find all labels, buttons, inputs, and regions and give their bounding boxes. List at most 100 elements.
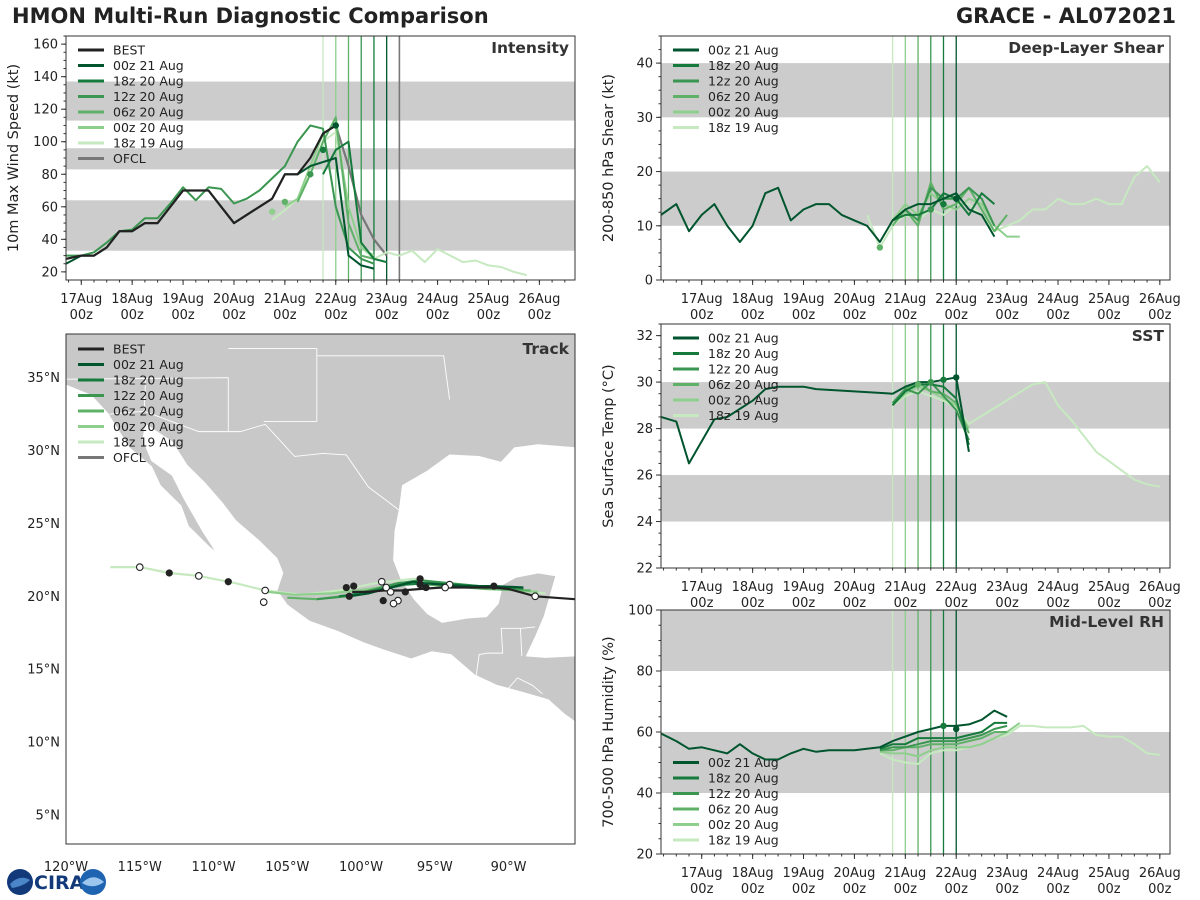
x-tick-label-hour: 00z: [995, 596, 1019, 611]
track-marker-open: [261, 586, 270, 595]
legend-label: OFCL: [113, 151, 146, 166]
y-tick-label: 20: [636, 165, 653, 180]
y-axis-label: 10m Max Wind Speed (kt): [6, 64, 22, 252]
track-marker-open: [441, 583, 450, 592]
x-tick-label-day: 19Aug: [783, 580, 825, 595]
lon-label: 110°W: [191, 860, 235, 875]
x-tick-label-day: 25Aug: [1088, 580, 1130, 595]
legend-label: 00z 20 Aug: [708, 393, 779, 408]
x-tick-label-day: 19Aug: [783, 292, 825, 307]
lat-label: 10°N: [27, 736, 60, 751]
x-tick-label-hour: 00z: [120, 308, 144, 323]
legend-label: 12z 20 Aug: [113, 388, 184, 403]
threshold-band: [661, 475, 1170, 522]
x-tick-label-day: 26Aug: [518, 292, 560, 307]
legend-label: 18z 19 Aug: [708, 408, 779, 423]
x-tick-label-hour: 00z: [1097, 308, 1121, 323]
x-tick-label-hour: 00z: [690, 596, 714, 611]
x-tick-label-day: 26Aug: [1139, 292, 1181, 307]
panel-track: 5°N 10°N 15°N 20°N 25°N 30°N 35°N 120°W 115°W 110…: [27, 333, 576, 875]
panel-intensity: 20 40 60 80 100 120 140 160 10m Max Wind Speed (…: [6, 35, 576, 323]
x-tick-label-day: 25Aug: [468, 292, 510, 307]
political-border: [228, 348, 318, 422]
x-tick-label-day: 18Aug: [732, 866, 774, 881]
legend-label: 00z 21 Aug: [113, 58, 184, 73]
series-marker: [281, 198, 289, 206]
x-tick-label-hour: 00z: [741, 882, 765, 897]
storm-title: GRACE - AL072021: [955, 4, 1176, 28]
y-axis-label: 200-850 hPa Shear (kt): [601, 74, 617, 242]
threshold-band: [661, 171, 1170, 226]
political-border: [475, 626, 536, 677]
panel-title: Deep-Layer Shear: [1008, 39, 1164, 57]
x-tick-label-hour: 00z: [375, 308, 399, 323]
series-line-00z-20-aug: [879, 722, 1021, 758]
y-tick-label: 40: [41, 233, 58, 248]
x-tick-label-hour: 00z: [945, 882, 969, 897]
y-tick-label: 30: [636, 376, 653, 391]
series-marker: [332, 122, 339, 129]
lat-label: 30°N: [27, 444, 60, 459]
legend-label: OFCL: [113, 450, 146, 465]
x-tick-label-day: 26Aug: [1139, 866, 1181, 881]
track-marker-open: [389, 599, 398, 608]
series-line-00z-20-aug: [891, 192, 1020, 238]
threshold-band: [66, 200, 575, 251]
y-tick-label: 100: [628, 604, 653, 619]
lon-label: 120°W: [44, 860, 88, 875]
series-marker: [940, 376, 947, 383]
political-border: [508, 677, 543, 695]
legend-label: 00z 21 Aug: [113, 357, 184, 372]
series-line-18z-20-aug: [879, 721, 1008, 750]
x-tick-label-hour: 00z: [1046, 882, 1070, 897]
legend-label: 06z 20 Aug: [113, 105, 184, 120]
series-marker: [876, 244, 884, 251]
legend-label: 18z 20 Aug: [113, 74, 184, 89]
legend-label: 18z 20 Aug: [113, 373, 184, 388]
x-tick-label-hour: 00z: [171, 308, 195, 323]
x-tick-label-hour: 00z: [945, 308, 969, 323]
legend-label: 00z 21 Aug: [708, 43, 779, 58]
series-marker: [319, 146, 327, 154]
x-tick-label-day: 23Aug: [986, 292, 1028, 307]
x-tick-label-hour: 00z: [222, 308, 246, 323]
series-line-18z-19-aug: [879, 724, 1160, 765]
lat-label: 35°N: [27, 371, 60, 386]
x-tick-label-day: 21Aug: [884, 292, 926, 307]
x-tick-label-hour: 00z: [995, 308, 1019, 323]
panel-title: Track: [523, 340, 570, 358]
legend-label: 12z 20 Aug: [708, 362, 779, 377]
y-tick-label: 140: [33, 70, 58, 85]
series-line-00z-21-aug: [661, 376, 970, 465]
lon-label: 95°W: [417, 860, 453, 875]
track-marker-filled: [379, 597, 387, 605]
x-tick-label-day: 20Aug: [833, 580, 875, 595]
x-tick-label-hour: 00z: [843, 308, 867, 323]
y-tick-label: 120: [33, 103, 58, 118]
threshold-band: [66, 81, 575, 121]
track-marker-open: [259, 598, 268, 606]
series-line-18z-19-aug: [892, 381, 1160, 488]
y-tick-label: 80: [636, 665, 653, 680]
legend-label: 00z 20 Aug: [113, 419, 184, 434]
legend-label: 18z 19 Aug: [708, 120, 779, 135]
legend-label: 06z 20 Aug: [708, 89, 779, 104]
threshold-band: [66, 148, 575, 170]
lon-label: 90°W: [491, 860, 527, 875]
x-tick-label-day: 24Aug: [1037, 580, 1079, 595]
political-border: [66, 377, 229, 432]
track-marker-open: [386, 588, 395, 596]
lon-label: 100°W: [339, 860, 383, 875]
page-title: HMON Multi-Run Diagnostic Comparison: [12, 4, 489, 28]
x-tick-label-hour: 00z: [995, 882, 1019, 897]
legend-label: 00z 20 Aug: [708, 105, 779, 120]
x-tick-label-hour: 00z: [894, 308, 918, 323]
legend-label: BEST: [113, 342, 145, 357]
series-line-00z-21-aug: [661, 186, 996, 243]
track-marker-filled: [345, 592, 353, 600]
track-marker-filled: [401, 588, 409, 596]
track-marker-filled: [416, 575, 424, 583]
lon-label: 115°W: [118, 860, 162, 875]
